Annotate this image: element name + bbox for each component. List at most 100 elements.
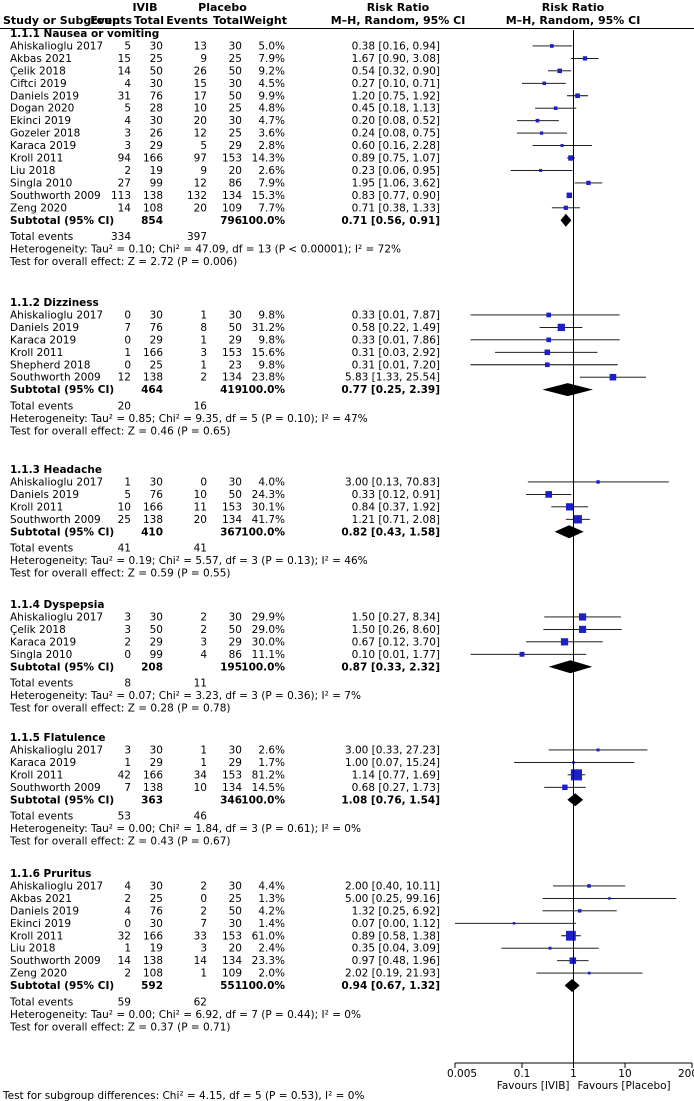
- study-name: Karaca 2019: [10, 334, 76, 346]
- study-name: Southworth 2009: [10, 782, 101, 794]
- study-weight: 9.9%: [258, 90, 285, 102]
- effect-square: [575, 93, 580, 99]
- study-ci: 1.50 [0.26, 8.60]: [352, 624, 440, 636]
- events-ivib: 2: [124, 893, 131, 905]
- header-weight: Weight: [243, 14, 287, 27]
- study-weight: 31.2%: [252, 322, 285, 334]
- study-name: Shepherd 2018: [10, 359, 90, 371]
- effect-square: [573, 515, 582, 524]
- total-events-placebo: 397: [187, 231, 207, 243]
- total-placebo: 50: [229, 624, 242, 636]
- effect-square: [568, 155, 574, 161]
- total-placebo: 50: [229, 65, 242, 77]
- study-weight: 30.0%: [252, 636, 285, 648]
- study-name: Liu 2018: [10, 165, 55, 177]
- events-ivib: 0: [124, 334, 131, 346]
- subtotal-weight: 100.0%: [241, 794, 285, 806]
- total-ivib: 29: [150, 334, 163, 346]
- subtotal-diamond: [554, 525, 584, 539]
- total-ivib: 30: [150, 918, 163, 930]
- events-placebo: 26: [194, 65, 208, 77]
- events-ivib: 7: [124, 322, 131, 334]
- total-ivib: 138: [143, 372, 163, 384]
- total-placebo: 50: [229, 90, 242, 102]
- x-tick-label: 0.1: [514, 1068, 531, 1080]
- total-events-placebo: 46: [194, 811, 208, 823]
- study-ci: 0.67 [0.12, 3.70]: [352, 636, 440, 648]
- total-ivib: 138: [143, 955, 163, 967]
- events-placebo: 2: [200, 624, 207, 636]
- effect-square: [587, 884, 591, 888]
- events-placebo: 1: [200, 757, 207, 769]
- events-placebo: 1: [200, 334, 207, 346]
- subtotal-total-placebo: 419: [220, 384, 242, 396]
- study-ci: 0.23 [0.06, 0.95]: [352, 165, 440, 177]
- total-ivib: 76: [150, 90, 164, 102]
- effect-square: [535, 118, 540, 123]
- study-name: Kroll 2011: [10, 930, 63, 942]
- effect-square: [546, 312, 552, 318]
- events-ivib: 25: [118, 514, 131, 526]
- events-ivib: 5: [124, 103, 131, 115]
- study-weight: 1.3%: [258, 893, 285, 905]
- study-name: Ahiskalioglu 2017: [10, 744, 103, 756]
- events-placebo: 1: [200, 744, 207, 756]
- total-ivib: 29: [150, 636, 163, 648]
- subtotal-total-placebo: 551: [220, 980, 242, 992]
- study-ci: 0.10 [0.01, 1.77]: [352, 649, 440, 661]
- study-name: Kroll 2011: [10, 153, 63, 165]
- events-placebo: 10: [194, 489, 207, 501]
- study-ci: 0.31 [0.01, 7.20]: [352, 359, 440, 371]
- total-placebo: 50: [229, 322, 242, 334]
- total-events-ivib: 59: [118, 997, 131, 1009]
- total-ivib: 166: [143, 769, 163, 781]
- events-ivib: 1: [124, 943, 131, 955]
- study-ci: 0.45 [0.18, 1.13]: [352, 103, 440, 115]
- total-placebo: 134: [222, 782, 242, 794]
- study-ci: 3.00 [0.33, 27.23]: [345, 744, 440, 756]
- events-ivib: 14: [118, 65, 132, 77]
- events-ivib: 1: [124, 347, 131, 359]
- events-placebo: 1: [200, 968, 207, 980]
- total-ivib: 19: [150, 165, 163, 177]
- total-ivib: 50: [150, 65, 163, 77]
- study-name: Daniels 2019: [10, 905, 79, 917]
- subgroup-title: 1.1.5 Flatulence: [10, 732, 105, 744]
- study-name: Gozeler 2018: [10, 128, 80, 140]
- subgroup-title: 1.1.3 Headache: [10, 464, 102, 476]
- study-weight: 5.0%: [258, 40, 285, 52]
- header-effect-method: M–H, Random, 95% CI: [331, 14, 466, 27]
- header-group2: Placebo: [198, 1, 247, 14]
- subgroup-differences-text: Test for subgroup differences: Chi² = 4.…: [2, 1090, 364, 1101]
- study-name: Karaca 2019: [10, 636, 76, 648]
- study-name: Ahiskalioglu 2017: [10, 476, 103, 488]
- study-ci: 0.33 [0.01, 7.87]: [352, 309, 440, 321]
- subtotal-total-ivib: 854: [141, 215, 163, 227]
- effect-square: [512, 922, 516, 925]
- total-placebo: 50: [229, 905, 242, 917]
- effect-square: [608, 897, 611, 900]
- study-name: Ahiskalioglu 2017: [10, 309, 103, 321]
- events-ivib: 0: [124, 918, 131, 930]
- effect-square: [562, 784, 568, 790]
- total-ivib: 30: [150, 744, 163, 756]
- subtotal-weight: 100.0%: [241, 215, 285, 227]
- total-ivib: 30: [150, 880, 163, 892]
- heterogeneity-text: Heterogeneity: Tau² = 0.10; Chi² = 47.09…: [10, 244, 401, 256]
- heterogeneity-text: Heterogeneity: Tau² = 0.19; Chi² = 5.57,…: [10, 555, 368, 567]
- study-name: Akbas 2021: [10, 53, 72, 65]
- study-weight: 4.8%: [258, 103, 285, 115]
- header-events-1: Events: [90, 14, 132, 27]
- total-events-ivib: 334: [111, 231, 131, 243]
- effect-square: [565, 930, 576, 941]
- subtotal-weight: 100.0%: [241, 661, 285, 673]
- total-events-ivib: 41: [118, 543, 131, 555]
- study-weight: 29.0%: [252, 624, 285, 636]
- subtotal-label: Subtotal (95% CI): [10, 384, 114, 396]
- overall-effect-text: Test for overall effect: Z = 0.46 (P = 0…: [9, 426, 231, 438]
- events-ivib: 42: [118, 769, 131, 781]
- effect-square: [596, 748, 600, 752]
- overall-effect-text: Test for overall effect: Z = 2.72 (P = 0…: [9, 256, 237, 268]
- subtotal-ci: 1.08 [0.76, 1.54]: [341, 794, 440, 806]
- subtotal-diamond: [548, 660, 593, 674]
